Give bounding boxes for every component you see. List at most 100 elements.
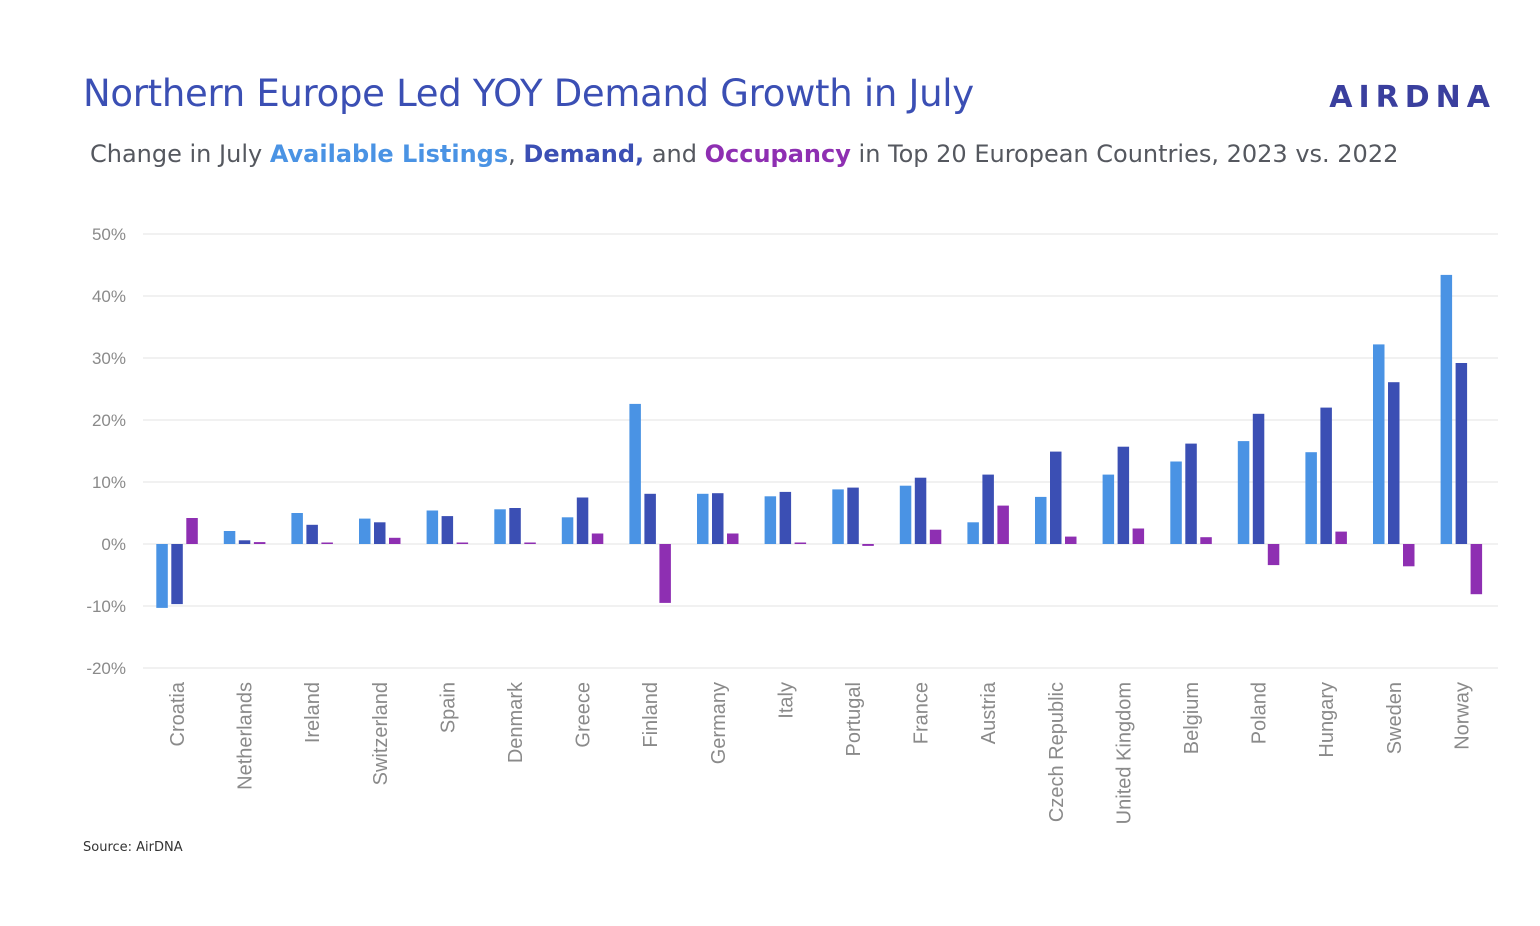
bar-available-listings bbox=[1440, 274, 1453, 544]
bar-demand bbox=[1320, 407, 1332, 544]
y-tick-label: -20% bbox=[86, 659, 126, 678]
bar-demand bbox=[1455, 363, 1468, 544]
bar-occupancy bbox=[186, 518, 198, 544]
x-tick-label: Czech Republic bbox=[1046, 682, 1068, 822]
bar-available-listings bbox=[899, 485, 912, 544]
bar-available-listings bbox=[426, 510, 439, 544]
y-tick-label: -10% bbox=[86, 597, 126, 616]
bar-occupancy bbox=[253, 542, 266, 544]
x-tick-label: Switzerland bbox=[370, 682, 392, 785]
bar-occupancy bbox=[1470, 544, 1483, 595]
x-tick-label: Portugal bbox=[843, 682, 865, 757]
bar-available-listings bbox=[223, 531, 236, 544]
subtitle-separator-2: and bbox=[644, 140, 705, 168]
bar-available-listings bbox=[1102, 474, 1115, 544]
x-tick-label: France bbox=[911, 682, 933, 744]
subtitle-listings-key: Available Listings bbox=[269, 140, 509, 168]
x-tick-label: Germany bbox=[708, 682, 730, 764]
bar-occupancy bbox=[862, 544, 874, 546]
bar-occupancy bbox=[1335, 531, 1347, 544]
bar-available-listings bbox=[697, 493, 709, 544]
x-tick-label: Ireland bbox=[302, 682, 324, 743]
bar-occupancy bbox=[997, 505, 1009, 544]
subtitle-prefix: Change in July bbox=[90, 140, 270, 168]
bar-available-listings bbox=[1305, 452, 1317, 544]
bar-available-listings bbox=[291, 513, 303, 544]
bar-demand bbox=[847, 487, 859, 544]
bar-occupancy bbox=[1065, 536, 1077, 544]
x-tick-label: Norway bbox=[1451, 682, 1473, 750]
x-tick-label: Greece bbox=[573, 682, 595, 748]
x-tick-label: Denmark bbox=[505, 681, 527, 763]
bar-available-listings bbox=[1373, 344, 1385, 544]
bar-demand bbox=[1117, 446, 1130, 544]
y-tick-label: 0% bbox=[101, 535, 126, 554]
bar-demand bbox=[374, 522, 386, 544]
bar-demand bbox=[1388, 382, 1400, 544]
x-tick-label: Austria bbox=[978, 681, 1000, 744]
subtitle-demand-key: Demand, bbox=[523, 140, 645, 168]
x-tick-label: Finland bbox=[640, 682, 662, 748]
x-tick-label: Sweden bbox=[1384, 682, 1406, 754]
y-tick-label: 10% bbox=[92, 473, 126, 492]
bar-available-listings bbox=[494, 509, 506, 544]
bar-demand bbox=[306, 524, 318, 544]
bars bbox=[156, 274, 1483, 608]
bar-available-listings bbox=[1035, 496, 1047, 544]
bar-available-listings bbox=[156, 544, 168, 608]
grid-lines bbox=[143, 233, 1498, 669]
bar-available-listings bbox=[629, 403, 641, 544]
bar-available-listings bbox=[1237, 441, 1250, 544]
bar-demand bbox=[1185, 443, 1197, 544]
x-tick-label: Belgium bbox=[1181, 682, 1203, 754]
x-tick-label: Netherlands bbox=[235, 682, 257, 790]
bar-occupancy bbox=[659, 544, 671, 603]
bar-available-listings bbox=[1170, 461, 1182, 544]
bar-available-listings bbox=[359, 518, 371, 544]
bar-demand bbox=[1252, 413, 1265, 544]
bar-occupancy bbox=[456, 542, 469, 544]
bar-available-listings bbox=[561, 517, 574, 544]
bar-demand bbox=[712, 493, 724, 544]
bar-available-listings bbox=[764, 496, 777, 544]
bar-demand bbox=[441, 516, 454, 544]
y-tick-label: 30% bbox=[92, 349, 126, 368]
chart-title: Northern Europe Led YOY Demand Growth in… bbox=[83, 72, 974, 115]
x-tick-label: Poland bbox=[1249, 682, 1271, 744]
airdna-logo: AIRDNA bbox=[1329, 80, 1496, 115]
bar-demand bbox=[1050, 451, 1062, 544]
x-tick-label: Croatia bbox=[167, 681, 189, 746]
bar-occupancy bbox=[794, 542, 807, 544]
subtitle-occupancy-key: Occupancy bbox=[704, 140, 851, 168]
bar-occupancy bbox=[929, 529, 942, 544]
x-tick-label: Italy bbox=[775, 682, 797, 719]
bar-demand bbox=[576, 497, 589, 544]
bar-occupancy bbox=[1200, 537, 1212, 544]
bar-occupancy bbox=[524, 542, 536, 544]
bar-demand bbox=[171, 544, 183, 605]
x-axis-ticks: Croatia Netherlands Ireland Switzerland Spai… bbox=[167, 681, 1473, 824]
bar-available-listings bbox=[832, 489, 844, 544]
y-tick-label: 20% bbox=[92, 411, 126, 430]
subtitle-separator-1: , bbox=[508, 140, 524, 168]
bar-demand bbox=[238, 540, 251, 544]
bar-occupancy bbox=[389, 537, 401, 544]
bar-demand bbox=[779, 491, 792, 544]
x-tick-label: Hungary bbox=[1316, 682, 1338, 758]
bar-demand bbox=[509, 508, 521, 544]
bar-occupancy bbox=[1132, 528, 1145, 544]
bar-demand bbox=[914, 477, 927, 544]
x-tick-label: Spain bbox=[437, 682, 459, 733]
bar-occupancy bbox=[727, 533, 739, 544]
y-axis-ticks: 50% 40% 30% 20% 10% 0% -10% -20% bbox=[86, 225, 126, 678]
source-note: Source: AirDNA bbox=[83, 840, 183, 855]
bar-occupancy bbox=[1267, 544, 1280, 566]
y-tick-label: 40% bbox=[92, 287, 126, 306]
bar-occupancy bbox=[1403, 544, 1415, 567]
bar-demand bbox=[982, 474, 994, 544]
bar-demand bbox=[644, 493, 656, 544]
bar-available-listings bbox=[967, 522, 979, 544]
chart-subtitle: Change in July Available Listings, Deman… bbox=[90, 140, 1398, 168]
bar-occupancy bbox=[321, 542, 333, 544]
